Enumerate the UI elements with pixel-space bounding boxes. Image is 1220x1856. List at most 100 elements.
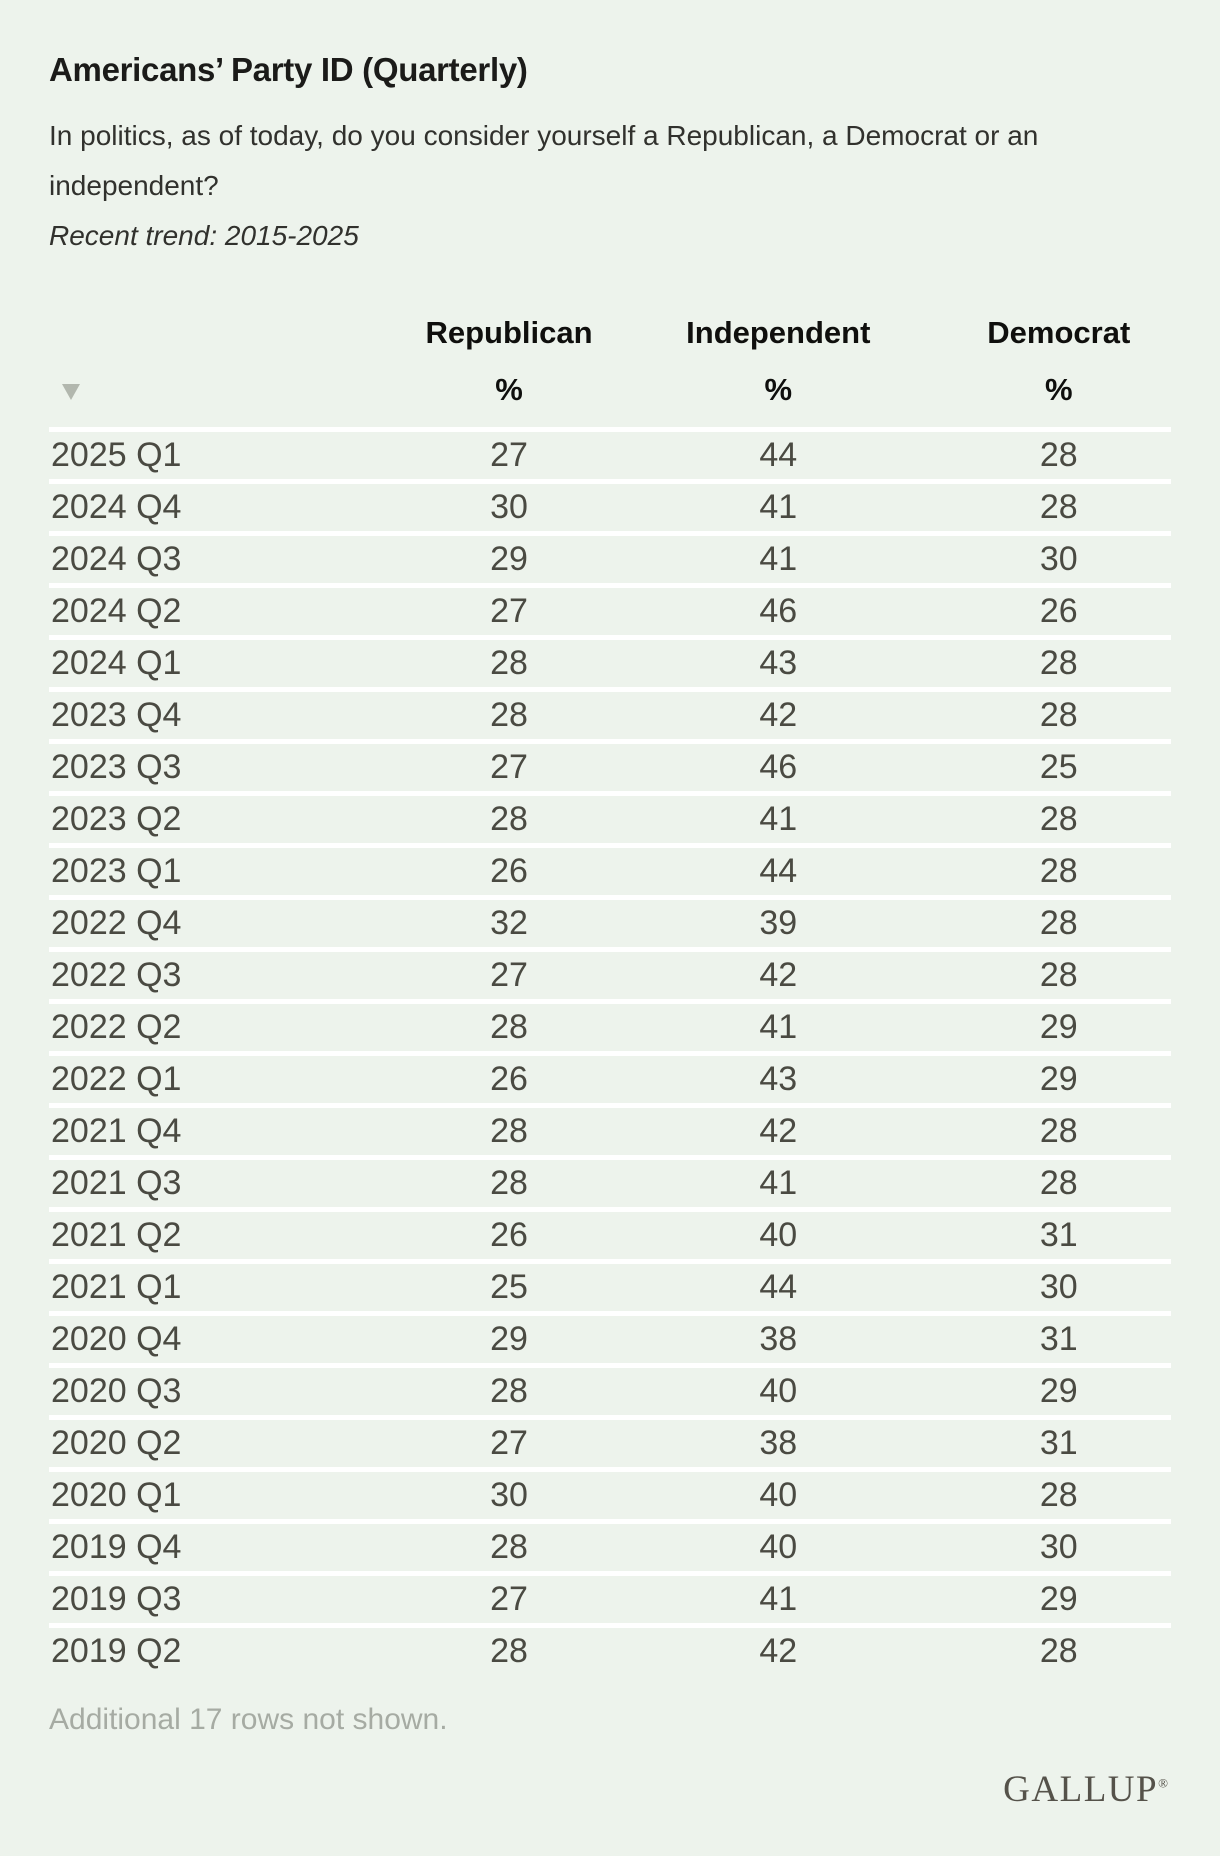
cell-independent-value: 44: [609, 845, 947, 900]
cell-period: 2023 Q2: [49, 793, 409, 848]
unit-percent-republican: %: [408, 353, 610, 432]
table-row: 2024 Q1 28 43 28: [49, 637, 1171, 692]
cell-democrat-value: 28: [1039, 1632, 1078, 1670]
cell-independent-value: 43: [609, 1053, 947, 1108]
cell-republican-value: 28: [490, 1632, 528, 1670]
cell-democrat-value: 28: [946, 1105, 1171, 1160]
table-row: 2023 Q3 27 46 25: [49, 741, 1171, 796]
cell-independent-value: 42: [609, 949, 947, 1004]
cell-period: 2022 Q2: [49, 1001, 409, 1056]
cell-independent-value: 41: [609, 533, 947, 588]
cell-independent-value: 41: [609, 1573, 947, 1628]
table-row: 2019 Q4 28 40 30: [49, 1521, 1171, 1576]
cell-democrat-value: 31: [946, 1313, 1171, 1368]
cell-republican-value: 32: [408, 897, 610, 952]
survey-question-text: In politics, as of today, do you conside…: [49, 120, 1039, 201]
table-row: 2021 Q1 25 44 30: [49, 1261, 1171, 1316]
column-header-independent[interactable]: Independent: [686, 315, 871, 350]
cell-democrat-value: 28: [946, 793, 1171, 848]
sort-descending-icon[interactable]: [62, 384, 80, 400]
table-body: 2025 Q1 27 44 28 2024 Q4 30 41 28 2024 Q…: [49, 429, 1171, 1676]
cell-republican-value: 28: [408, 1105, 610, 1160]
column-header-period: [49, 299, 408, 353]
cell-independent-value: 42: [609, 689, 947, 744]
cell-period: 2022 Q3: [49, 949, 409, 1004]
table-header-row: Republican Independent Democrat: [49, 299, 1171, 353]
cell-republican-value: 25: [408, 1261, 610, 1316]
cell-period: 2021 Q4: [49, 1105, 409, 1160]
table-row: 2023 Q4 28 42 28: [49, 689, 1171, 744]
cell-republican-value: 28: [408, 1521, 610, 1576]
gallup-logo: GALLUP®: [1003, 1768, 1168, 1811]
cell-democrat-value: 25: [946, 741, 1171, 796]
table-row: 2019 Q3 27 41 29: [49, 1573, 1171, 1628]
cell-democrat-value: 30: [946, 1521, 1171, 1576]
cell-republican-value: 27: [408, 429, 610, 484]
cell-democrat-value: 29: [946, 1365, 1171, 1420]
cell-independent-value: 46: [609, 585, 947, 640]
cell-period: 2023 Q3: [49, 741, 409, 796]
cell-independent-value: 44: [609, 429, 947, 484]
cell-democrat-value: 26: [946, 585, 1171, 640]
cell-period: 2024 Q4: [49, 481, 409, 536]
cell-independent-value: 38: [609, 1313, 947, 1368]
table-row: 2023 Q1 26 44 28: [49, 845, 1171, 900]
cell-period: 2021 Q1: [49, 1261, 409, 1316]
table-row: 2020 Q4 29 38 31: [49, 1313, 1171, 1368]
table-row: 2020 Q2 27 38 31: [49, 1417, 1171, 1472]
cell-period: 2020 Q3: [49, 1365, 409, 1420]
cell-republican-value: 28: [408, 1157, 610, 1212]
cell-period: 2019 Q2: [51, 1632, 182, 1670]
cell-period: 2020 Q2: [49, 1417, 409, 1472]
cell-period: 2022 Q4: [49, 897, 409, 952]
cell-democrat-value: 28: [946, 1157, 1171, 1212]
cell-republican-value: 30: [408, 1469, 610, 1524]
cell-period: 2023 Q1: [49, 845, 409, 900]
table-row: 2020 Q3 28 40 29: [49, 1365, 1171, 1420]
column-header-republican[interactable]: Republican: [425, 315, 593, 350]
cell-republican-value: 26: [408, 1053, 610, 1108]
cell-period: 2024 Q1: [49, 637, 409, 692]
table-row: 2024 Q3 29 41 30: [49, 533, 1171, 588]
cell-democrat-value: 28: [946, 1469, 1171, 1524]
cell-democrat-value: 30: [946, 1261, 1171, 1316]
cell-period: 2020 Q1: [49, 1469, 409, 1524]
cell-republican-value: 29: [408, 1313, 610, 1368]
cell-period: 2023 Q4: [49, 689, 409, 744]
cell-republican-value: 28: [408, 1001, 610, 1056]
cell-republican-value: 28: [408, 689, 610, 744]
cell-democrat-value: 28: [946, 429, 1171, 484]
table-row: 2022 Q4 32 39 28: [49, 897, 1171, 952]
cell-republican-value: 28: [408, 793, 610, 848]
cell-period: 2021 Q3: [49, 1157, 409, 1212]
cell-democrat-value: 28: [946, 481, 1171, 536]
cell-independent-value: 40: [609, 1521, 947, 1576]
table-row: 2020 Q1 30 40 28: [49, 1469, 1171, 1524]
rows-not-shown-note: Additional 17 rows not shown.: [49, 1703, 448, 1736]
cell-republican-value: 28: [408, 1365, 610, 1420]
cell-democrat-value: 28: [946, 949, 1171, 1004]
cell-republican-value: 27: [408, 585, 610, 640]
cell-independent-value: 41: [609, 1001, 947, 1056]
table-row: 2024 Q4 30 41 28: [49, 481, 1171, 536]
table-row: 2023 Q2 28 41 28: [49, 793, 1171, 848]
cell-independent-value: 40: [609, 1469, 947, 1524]
cell-republican-value: 26: [408, 1209, 610, 1264]
cell-republican-value: 27: [408, 1573, 610, 1628]
cell-independent-value: 40: [609, 1365, 947, 1420]
cell-democrat-value: 28: [946, 897, 1171, 952]
column-header-democrat[interactable]: Democrat: [987, 315, 1131, 350]
cell-democrat-value: 30: [946, 533, 1171, 588]
registered-mark: ®: [1158, 1775, 1168, 1791]
sort-cell: [49, 353, 409, 432]
cell-independent-value: 40: [609, 1209, 947, 1264]
table-row: 2019 Q2 28 42 28: [49, 1626, 1171, 1676]
cell-period: 2019 Q3: [49, 1573, 409, 1628]
table-row: 2022 Q3 27 42 28: [49, 949, 1171, 1004]
table-row: 2022 Q2 28 41 29: [49, 1001, 1171, 1056]
trend-range-note: Recent trend: 2015-2025: [49, 220, 359, 251]
table-unit-row: % % %: [49, 353, 1171, 432]
cell-democrat-value: 29: [946, 1001, 1171, 1056]
cell-period: 2021 Q2: [49, 1209, 409, 1264]
cell-independent-value: 41: [609, 481, 947, 536]
